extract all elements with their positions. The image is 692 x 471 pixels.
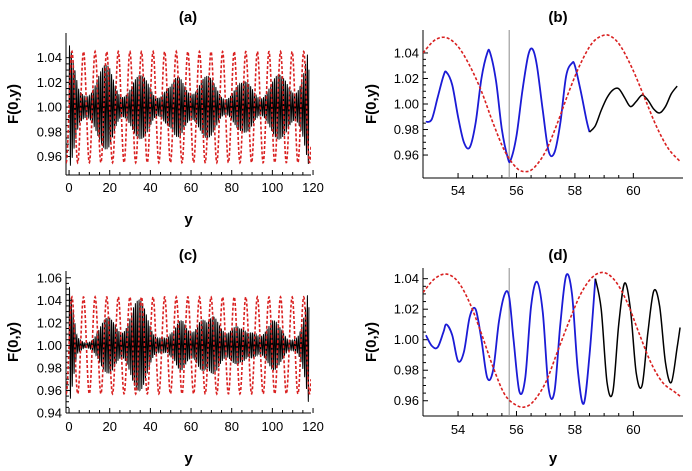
x-tick-label: 60 [184,180,198,195]
y-tick-label: 0.96 [37,383,62,398]
series-line-blue [425,47,591,164]
y-tick-label: 1.02 [37,75,62,90]
plot-area [423,268,681,416]
x-tick-label: 80 [224,419,238,434]
x-tick-label: 100 [262,180,284,195]
series-line-red-dashed [423,34,681,173]
x-tick-label: 120 [302,419,324,434]
y-tick-label: 0.98 [394,363,419,378]
x-tick-label: 120 [302,180,324,195]
x-tick-label: 60 [626,183,640,198]
x-tick-label: 100 [262,419,284,434]
series-line-blue [425,273,597,405]
series-line-red-dashed [66,49,311,165]
y-tick-label: 0.98 [394,122,419,137]
x-tick-label: 54 [451,183,465,198]
y-tick-label: 0.94 [37,406,62,421]
y-tick-label: 0.98 [37,360,62,375]
x-axis-label: y [184,211,193,228]
x-tick-label: 0 [65,419,72,434]
y-tick-label: 0.96 [394,148,419,163]
x-tick-label: 0 [65,180,72,195]
series-line-black [68,45,310,166]
y-tick-label: 1.04 [37,50,62,65]
x-axis-label: y [549,450,558,467]
x-tick-label: 40 [143,419,157,434]
x-tick-label: 54 [451,422,465,437]
y-tick-label: 1.00 [37,100,62,115]
y-tick-label: 1.04 [394,271,419,286]
panel-label-c: (c) [179,247,197,264]
y-tick-label: 0.98 [37,124,62,139]
x-tick-label: 56 [509,422,523,437]
y-axis-label: F(0,y) [5,84,22,124]
panel-a: 0.96 0.98 1.00 1.02 1.04 0 20 40 60 80 100 120 y F(0,… [5,33,324,228]
y-axis-label: F(0,y) [363,322,380,362]
x-tick-label: 80 [224,180,238,195]
panel-label-d: (d) [548,247,567,264]
y-tick-label: 1.00 [394,97,419,112]
x-tick-label: 40 [143,180,157,195]
series-line-black [68,286,310,402]
y-tick-label: 1.00 [394,332,419,347]
y-tick-label: 0.96 [394,393,419,408]
series-line-red-dashed [423,271,681,409]
series-line-red-dashed [66,295,311,396]
x-tick-label: 20 [102,419,116,434]
series-line-black [588,85,678,133]
y-tick-label: 1.06 [37,270,62,285]
x-tick-label: 20 [102,180,116,195]
y-tick-label: 1.04 [37,293,62,308]
panel-label-b: (b) [548,9,567,26]
y-axis-label: F(0,y) [363,84,380,124]
plot-area [66,45,311,166]
y-tick-label: 1.04 [394,45,419,60]
y-tick-label: 1.02 [37,315,62,330]
x-tick-label: 58 [568,422,582,437]
x-axis-label: y [184,450,193,467]
panel-b: 0.96 0.98 1.00 1.02 1.04 54 56 58 60 F(0,y) [363,30,683,198]
plot-area [423,30,681,178]
y-axis-label: F(0,y) [5,322,22,362]
y-tick-label: 1.02 [394,71,419,86]
x-tick-label: 60 [184,419,198,434]
panel-label-a: (a) [179,9,197,26]
panel-c: 0.94 0.96 0.98 1.00 1.02 1.04 1.06 0 20 40 60 80 100… [5,270,324,467]
panel-d: 0.96 0.98 1.00 1.02 1.04 54 56 58 60 y F(0,y) [363,268,683,467]
y-tick-label: 1.02 [394,302,419,317]
y-tick-label: 1.00 [37,338,62,353]
series-line-black [594,278,681,398]
x-tick-label: 60 [626,422,640,437]
x-tick-label: 56 [509,183,523,198]
x-tick-label: 58 [568,183,582,198]
plot-area [66,286,311,402]
y-tick-label: 0.96 [37,149,62,164]
